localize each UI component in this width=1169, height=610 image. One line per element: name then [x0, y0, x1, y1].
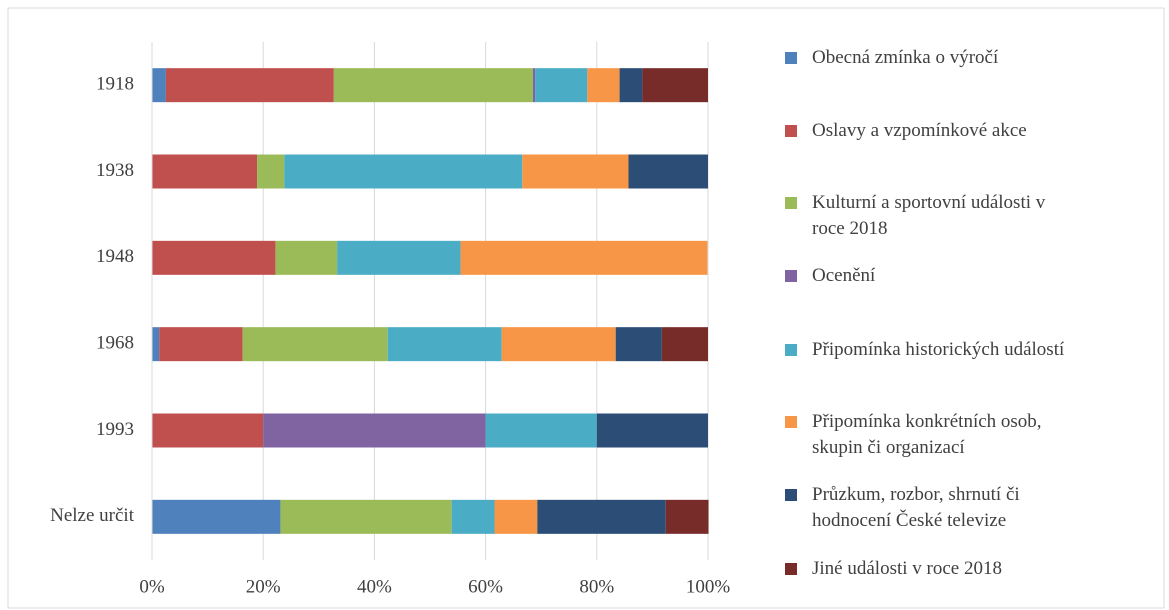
bar-segment [337, 240, 461, 275]
bar-segment [242, 327, 388, 362]
legend-label: Připomínka historických událostí [812, 339, 1065, 360]
y-tick-label: 1993 [96, 419, 134, 440]
legend-label: Jiné události v roce 2018 [812, 558, 1002, 579]
x-tick-label: 0% [139, 576, 165, 597]
x-tick-label: 40% [357, 576, 392, 597]
bar-segment [333, 68, 533, 103]
bar-segment [257, 154, 285, 189]
bar-segment [522, 154, 629, 189]
x-tick-label: 60% [468, 576, 503, 597]
y-tick-label: Nelze určit [50, 505, 135, 526]
bar-segment [152, 154, 258, 189]
bar-segment [284, 154, 523, 189]
legend-swatch [785, 125, 797, 137]
bar-segment [152, 68, 166, 103]
bar-segment [280, 499, 452, 534]
legend-item: Připomínka historických událostí [785, 337, 1075, 363]
bar-segment [596, 413, 708, 448]
y-tick-label: 1968 [96, 333, 134, 354]
bar-segment [485, 413, 597, 448]
legend-item: Připomínka konkrétních osob, skupin či o… [785, 409, 1075, 461]
legend-item: Obecná zmínka o výročí [785, 45, 1075, 71]
legend-label: Průzkum, rozbor, shrnutí či hodnocení Če… [812, 484, 1020, 531]
bar-segment [387, 327, 502, 362]
bar-segment [159, 327, 243, 362]
legend-item: Ocenění [785, 263, 1075, 289]
bar-segment [501, 327, 616, 362]
bar-segment [665, 499, 709, 534]
bar-segment [494, 499, 538, 534]
y-tick-label: 1918 [96, 74, 134, 95]
x-tick-label: 100% [686, 576, 731, 597]
legend-swatch [785, 344, 797, 356]
legend-swatch [785, 52, 797, 64]
legend-label: Ocenění [812, 265, 876, 286]
legend-swatch [785, 489, 797, 501]
legend-item: Oslavy a vzpomínkové akce [785, 118, 1075, 144]
bar-segment [628, 154, 708, 189]
bar-segment [535, 68, 588, 103]
bar-segment [532, 68, 536, 103]
legend-swatch [785, 270, 797, 282]
legend-item: Jiné události v roce 2018 [785, 556, 1075, 582]
legend-label: Kulturní a sportovní události v roce 201… [812, 192, 1046, 239]
bar-segment [165, 68, 334, 103]
bar-segment [152, 240, 276, 275]
x-tick-label: 80% [579, 576, 614, 597]
bar-segment [263, 413, 486, 448]
legend-label: Připomínka konkrétních osob, skupin či o… [812, 411, 1042, 458]
y-tick-label: 1938 [96, 160, 134, 181]
legend-label: Obecná zmínka o výročí [812, 47, 999, 68]
legend-label: Oslavy a vzpomínkové akce [812, 120, 1027, 141]
bar-segment [451, 499, 495, 534]
bar-segment [460, 240, 708, 275]
bar-segment [275, 240, 338, 275]
legend-swatch [785, 416, 797, 428]
legend-item: Kulturní a sportovní události v roce 201… [785, 190, 1075, 242]
bar-segment [152, 327, 160, 362]
bar-segment [615, 327, 662, 362]
x-tick-label: 20% [246, 576, 281, 597]
bar-segment [587, 68, 620, 103]
bar-segment [619, 68, 643, 103]
bar-segment [537, 499, 666, 534]
chart-frame [7, 7, 1165, 609]
bar-segment [642, 68, 708, 103]
y-tick-label: 1948 [96, 246, 134, 267]
bar-segment [661, 327, 708, 362]
legend-swatch [785, 197, 797, 209]
legend-item: Průzkum, rozbor, shrnutí či hodnocení Če… [785, 482, 1075, 534]
bar-segment [152, 413, 264, 448]
bar-segment [152, 499, 281, 534]
legend-swatch [785, 563, 797, 575]
